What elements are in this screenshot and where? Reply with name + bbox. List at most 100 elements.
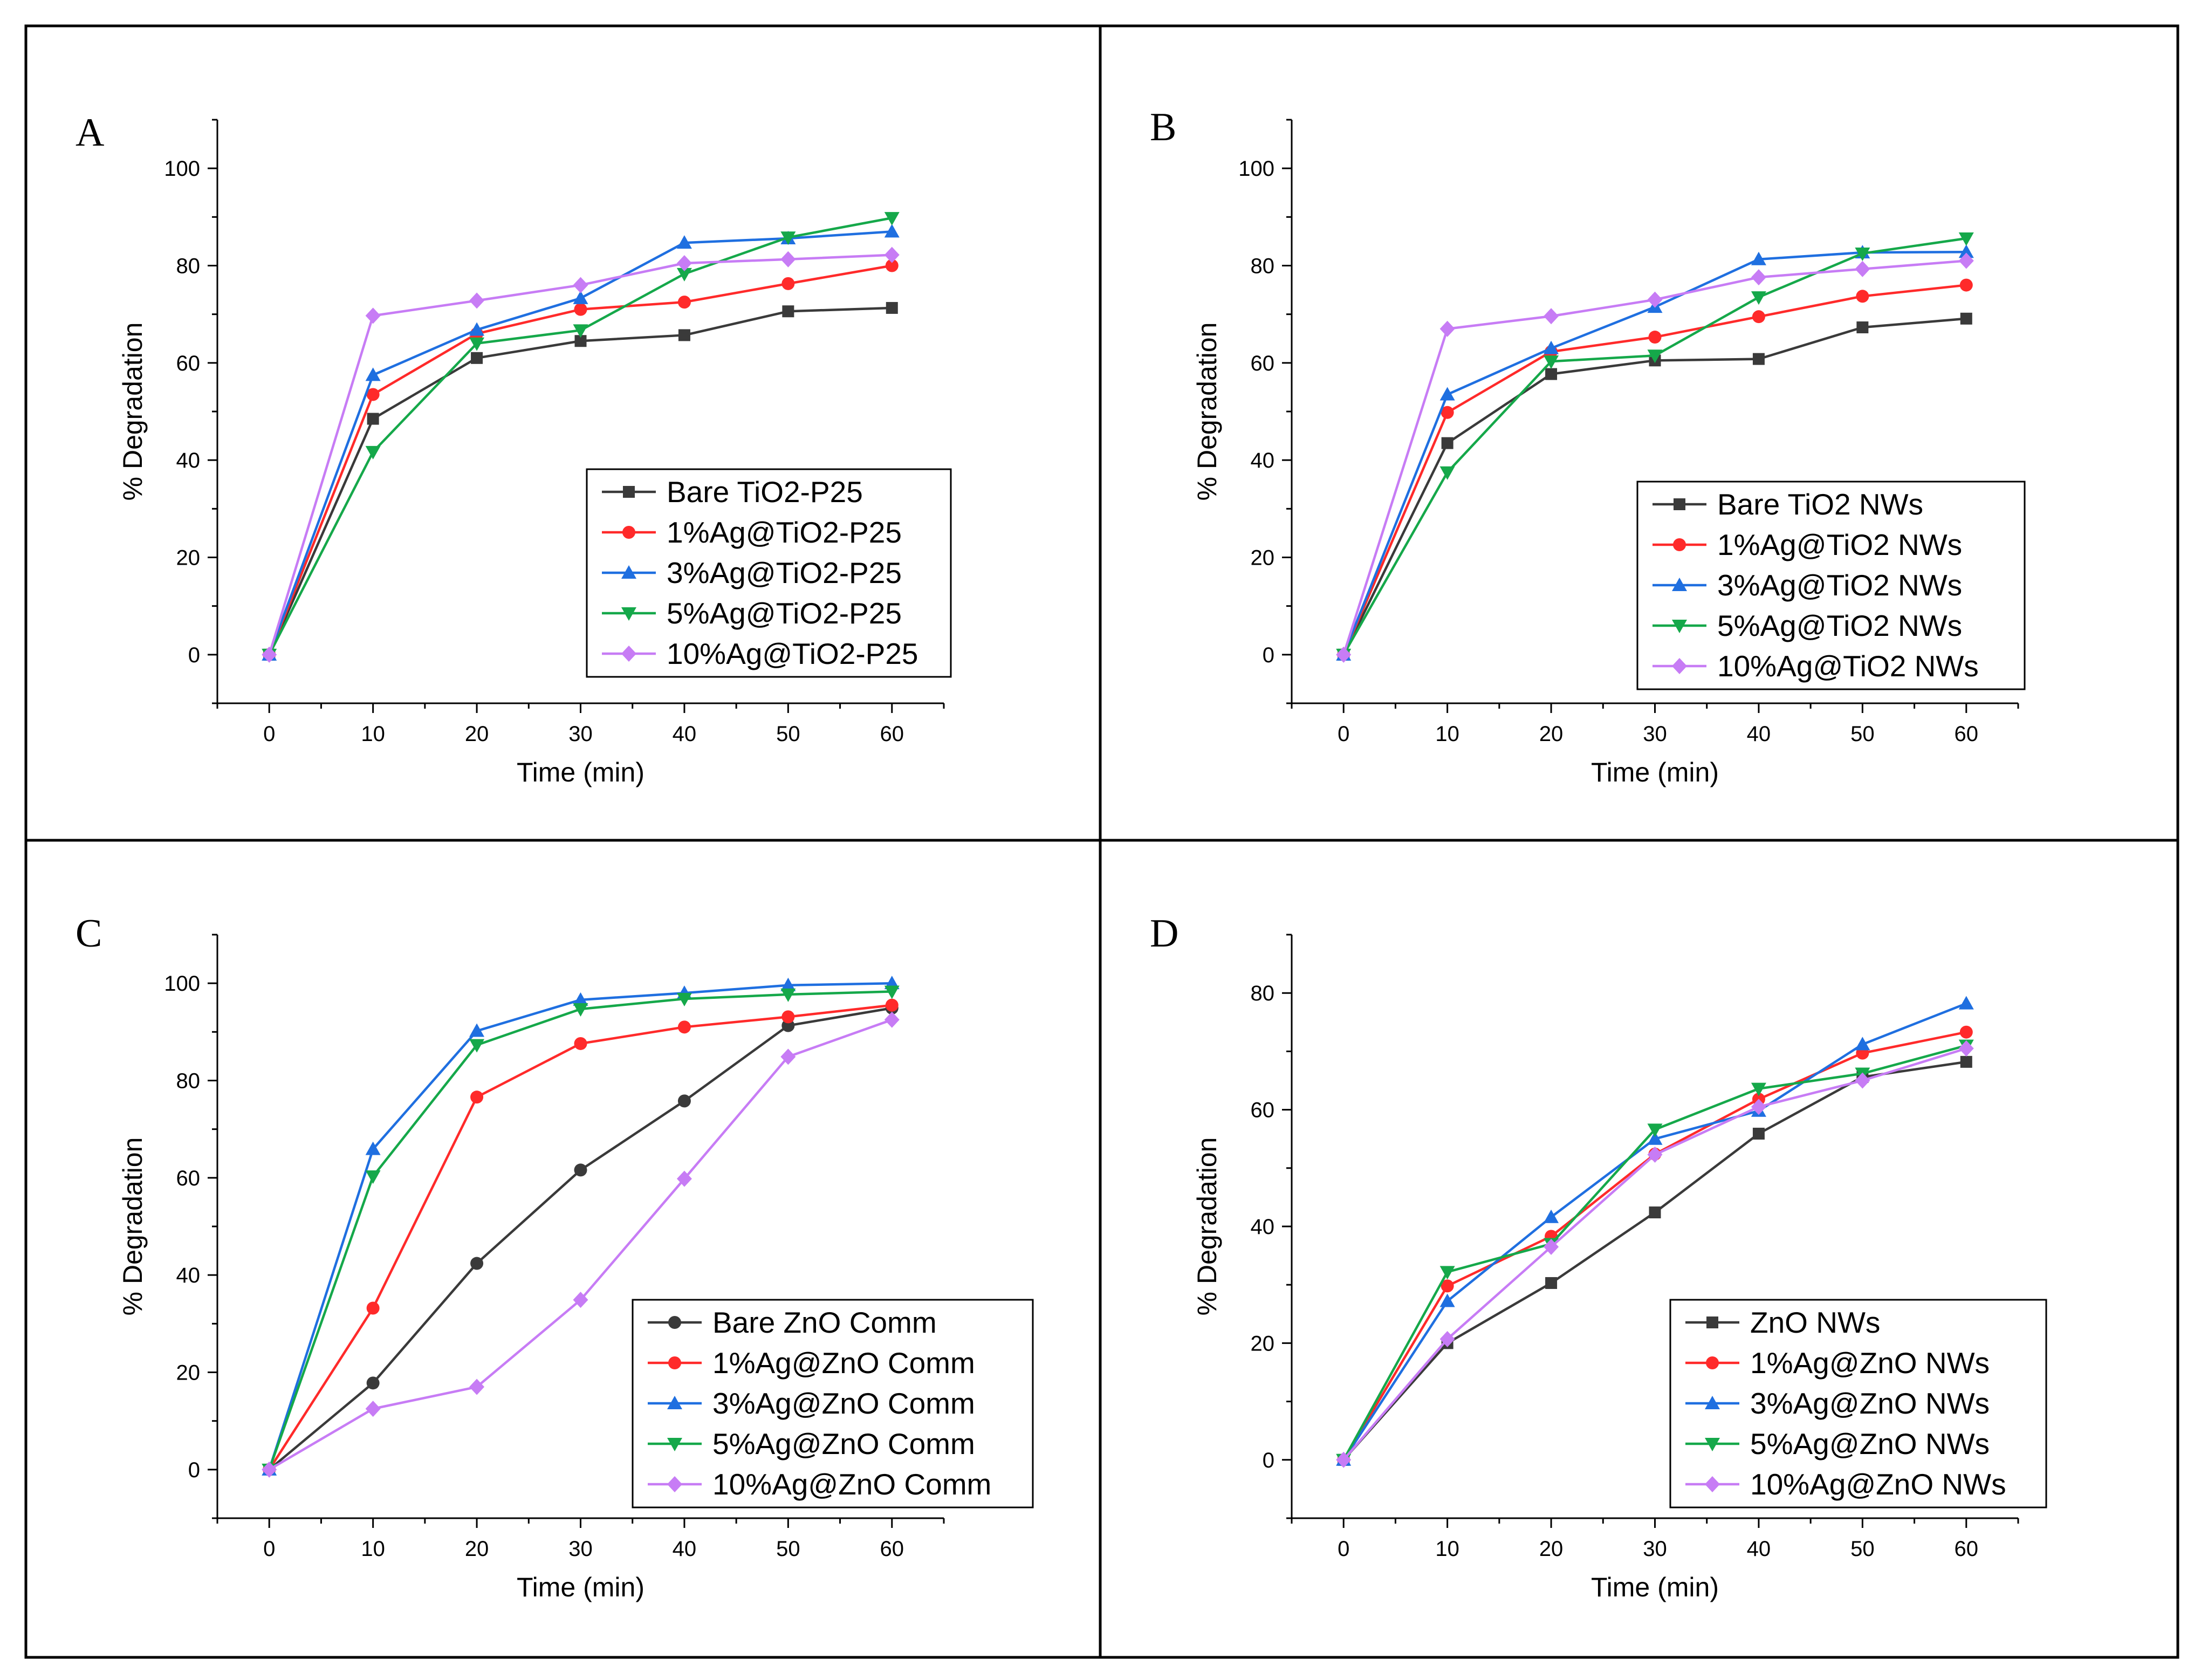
x-tick-label: 10 [1435,1537,1459,1561]
legend-label: 10%Ag@TiO2-P25 [667,637,918,670]
x-tick-label: 60 [1955,1537,1979,1561]
data-point-zno-nws [1649,1206,1661,1219]
x-tick-label: 0 [263,722,275,746]
data-point-3-ag-tio2-p25 [884,224,900,238]
data-point-5-ag-zno-comm [780,988,796,1002]
legend-label: 3%Ag@TiO2 NWs [1717,568,1962,602]
legend-label: Bare TiO2 NWs [1717,488,1923,521]
data-point-bare-tio2-nws [1856,321,1869,334]
data-point-3-ag-zno-comm [469,1023,485,1037]
data-point-1-ag-tio2-nws [1752,310,1765,324]
legend-marker-1-ag-zno-nws [1706,1356,1719,1369]
data-point-bare-zno-comm [470,1257,484,1270]
data-point-bare-tio2-nws [1441,437,1453,449]
data-point-5-ag-zno-comm [573,1003,588,1017]
data-point-3-ag-tio2-nws [1958,244,1974,258]
panel-letter: C [76,911,102,956]
x-tick-label: 40 [1747,722,1771,746]
data-point-1-ag-zno-nws [1441,1279,1454,1293]
data-point-5-ag-tio2-nws [1958,232,1974,246]
data-point-zno-nws [1545,1277,1558,1289]
data-point-1-ag-tio2-p25 [677,296,691,309]
legend-marker-bare-tio2-nws [1674,498,1685,510]
legend-label: 1%Ag@ZnO Comm [712,1346,975,1380]
data-point-1-ag-zno-comm [885,998,899,1012]
data-point-bare-tio2-nws [1752,353,1765,365]
data-point-1-ag-tio2-nws [1959,278,1973,292]
data-point-zno-nws [1752,1127,1765,1140]
panel-letter: B [1150,105,1176,149]
data-point-5-ag-tio2-p25 [365,445,381,460]
x-axis-title: Time (min) [517,757,644,787]
y-tick-label: 0 [1263,643,1274,667]
panel-b: B 0 10 20 30 40 50 60 0 20 40 60 80 100 Time (min) % D… [1150,105,2026,787]
data-point-5-ag-tio2-p25 [884,212,900,226]
data-point-bare-tio2-p25 [886,301,898,314]
legend-label: 1%Ag@TiO2 NWs [1717,528,1962,561]
y-axis-title: % Degradation [118,1137,148,1316]
data-point-5-ag-zno-comm [365,1170,381,1184]
data-point-5-ag-zno-comm [884,985,900,999]
x-tick-label: 50 [1850,1537,1875,1561]
data-point-3-ag-tio2-nws [1751,251,1766,265]
data-point-1-ag-tio2-p25 [574,303,587,316]
data-point-3-ag-zno-nws [1544,1209,1559,1223]
data-point-10-ag-tio2-nws [1647,291,1663,308]
data-point-1-ag-zno-comm [781,1010,795,1024]
x-tick-label: 10 [361,722,385,746]
data-point-5-ag-tio2-nws [1751,291,1766,305]
data-point-3-ag-tio2-p25 [469,322,485,336]
data-point-10-ag-zno-nws [1544,1238,1559,1255]
legend-label: 3%Ag@ZnO NWs [1750,1387,1990,1420]
data-point-10-ag-zno-nws [1439,1331,1455,1347]
y-tick-label: 80 [176,255,201,278]
y-tick-label: 60 [176,1167,201,1190]
data-point-5-ag-tio2-nws [1439,466,1455,480]
legend-label: 1%Ag@TiO2-P25 [667,516,902,549]
legend-marker-3-ag-tio2-nws [1672,578,1687,591]
data-point-10-ag-tio2-nws [1855,260,1870,277]
data-point-3-ag-tio2-nws [1439,387,1455,401]
panel-d: D 0 10 20 30 40 50 60 0 20 40 60 80 Time (min) % Degr… [1150,911,2047,1602]
data-point-1-ag-zno-comm [677,1020,691,1034]
data-point-10-ag-zno-comm [469,1379,485,1395]
data-point-1-ag-tio2-p25 [366,388,380,401]
x-tick-label: 10 [1435,722,1459,746]
data-point-10-ag-zno-nws [1958,1040,1974,1057]
data-point-zno-nws [1960,1055,1972,1068]
x-tick-label: 20 [465,1537,489,1561]
data-point-10-ag-tio2-nws [1751,269,1766,286]
data-point-1-ag-tio2-p25 [885,259,899,272]
panel-a-plot: 0 10 20 30 40 50 60 0 20 40 60 80 100 Time (min) % Deg… [118,119,952,787]
x-tick-label: 20 [465,722,489,746]
data-point-10-ag-tio2-nws [1439,320,1455,337]
y-tick-label: 100 [164,157,200,181]
data-point-3-ag-zno-comm [780,977,796,991]
panel-d-plot: 0 10 20 30 40 50 60 0 20 40 60 80 Time (min) % Degrad… [1192,934,2047,1602]
y-axis-title: % Degradation [118,323,148,501]
data-point-5-ag-tio2-p25 [469,337,485,351]
y-tick-label: 20 [176,1361,201,1385]
legend-marker-10-ag-tio2-p25 [621,646,636,662]
legend-label: 10%Ag@ZnO Comm [712,1468,991,1501]
legend-label: Bare ZnO Comm [712,1306,937,1339]
legend-marker-bare-zno-comm [668,1316,681,1329]
data-point-bare-tio2-p25 [678,329,690,341]
legend-label: 5%Ag@ZnO NWs [1750,1427,1990,1460]
y-tick-label: 40 [176,1264,201,1287]
data-point-bare-tio2-p25 [471,352,483,364]
data-point-1-ag-tio2-p25 [781,277,795,290]
data-point-5-ag-tio2-p25 [676,268,692,282]
y-tick-label: 80 [1251,982,1275,1005]
data-point-5-ag-zno-nws [1647,1123,1663,1137]
y-tick-label: 100 [1238,157,1274,181]
legend-label: 5%Ag@TiO2 NWs [1717,609,1962,642]
x-tick-label: 0 [263,1537,275,1561]
data-point-10-ag-zno-comm [780,1048,796,1065]
x-tick-label: 0 [1338,1537,1349,1561]
legend-marker-3-ag-zno-nws [1705,1396,1720,1409]
data-point-10-ag-zno-comm [262,1461,277,1478]
y-axis-title: % Degradation [1192,323,1222,501]
legend-label: 10%Ag@ZnO NWs [1750,1468,2006,1501]
